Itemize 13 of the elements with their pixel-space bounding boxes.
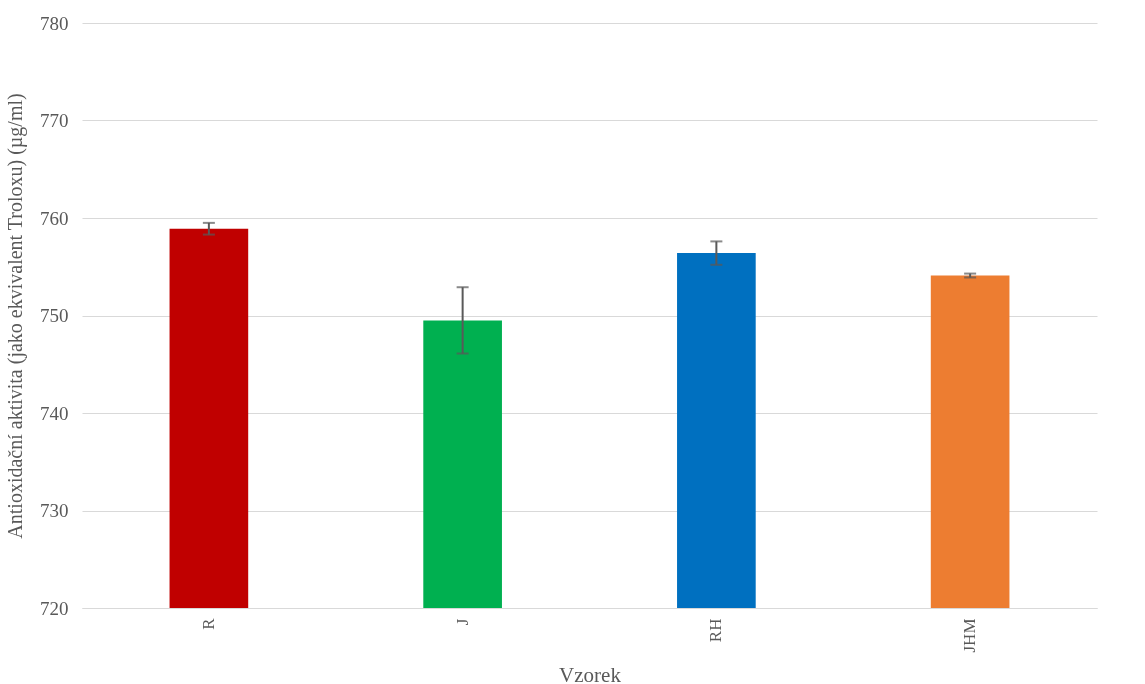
y-axis-title: Antioxidační aktivita (jako ekvivalent Troloxu) (µg/ml) (4, 93, 27, 539)
y-tick-label: 770 (40, 110, 69, 131)
y-tick-label: 720 (40, 597, 69, 619)
x-tick-label: JHM (960, 618, 980, 653)
y-tick-label: 780 (40, 12, 69, 34)
x-tick-label: J (452, 618, 472, 626)
y-tick-label: 730 (40, 500, 69, 521)
x-axis-title: Vzorek (559, 662, 622, 684)
y-tick-label: 740 (40, 402, 69, 424)
y-tick-label: 760 (40, 207, 69, 229)
y-tick-label: 750 (40, 305, 69, 326)
x-tick-label: R (198, 617, 218, 630)
x-tick-label: RH (706, 618, 726, 643)
